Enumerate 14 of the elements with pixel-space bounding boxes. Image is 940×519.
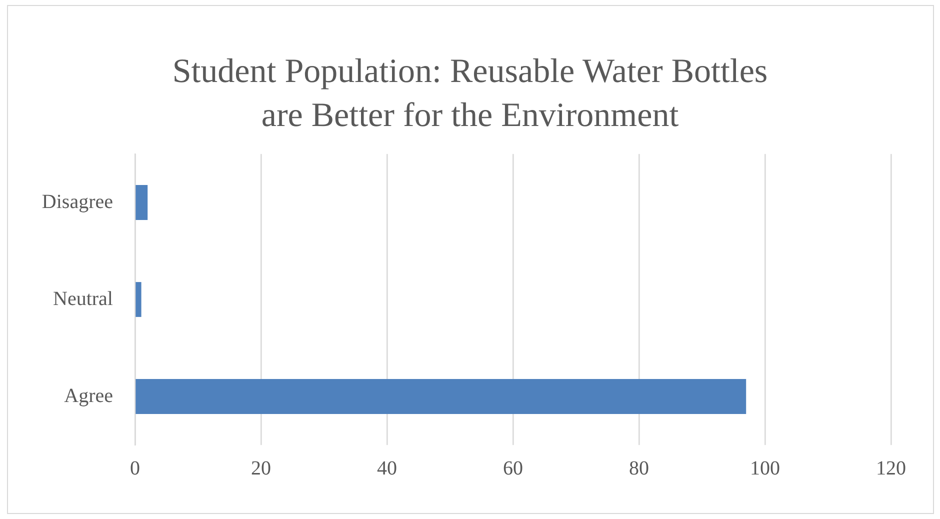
y-tick-label: Neutral bbox=[53, 288, 114, 310]
x-tick-label: 120 bbox=[876, 457, 906, 480]
y-tick-label: Disagree bbox=[42, 190, 114, 213]
x-tick-label: 60 bbox=[503, 457, 523, 480]
x-tick-label: 20 bbox=[251, 457, 271, 480]
bar bbox=[136, 282, 142, 317]
x-tick-label: 0 bbox=[130, 457, 140, 480]
bar bbox=[136, 379, 746, 414]
x-tick-label: 40 bbox=[377, 457, 397, 480]
x-tick-label: 80 bbox=[629, 457, 649, 480]
y-tick-label: Agree bbox=[64, 384, 114, 407]
bar bbox=[136, 185, 148, 220]
chart-title: Student Population: Reusable Water Bottles are Better for the Environment bbox=[171, 52, 769, 136]
x-tick-label: 100 bbox=[750, 457, 780, 480]
